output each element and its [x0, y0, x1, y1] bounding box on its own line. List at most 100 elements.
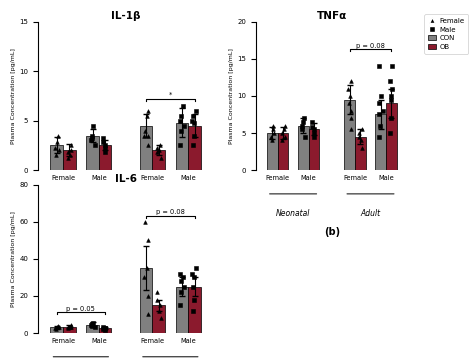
Point — [64, 155, 72, 161]
Bar — [267, 133, 278, 170]
Point — [386, 130, 394, 136]
Point — [178, 289, 185, 295]
Point — [379, 108, 386, 114]
Point — [310, 130, 318, 136]
Point — [64, 324, 72, 329]
Point — [181, 123, 188, 129]
Point — [190, 132, 198, 138]
Point — [357, 138, 365, 143]
Point — [51, 325, 59, 331]
Point — [141, 274, 148, 280]
Point — [278, 138, 286, 143]
Text: (b): (b) — [324, 227, 340, 236]
Bar — [140, 126, 153, 170]
Point — [176, 271, 184, 277]
Point — [153, 146, 160, 151]
Point — [88, 321, 96, 327]
Point — [387, 97, 394, 102]
Point — [157, 315, 164, 321]
Point — [375, 111, 383, 117]
Point — [190, 120, 198, 126]
Bar — [99, 146, 111, 170]
Point — [87, 322, 95, 328]
Point — [310, 134, 318, 140]
Bar — [309, 129, 319, 170]
Text: p = 0.05: p = 0.05 — [66, 306, 95, 312]
Point — [344, 86, 352, 92]
Bar — [140, 268, 153, 333]
Point — [141, 219, 149, 224]
Bar — [86, 135, 99, 170]
Text: Adult: Adult — [160, 209, 181, 218]
Point — [355, 130, 363, 136]
Point — [100, 143, 108, 148]
Point — [55, 147, 63, 153]
Point — [143, 113, 150, 119]
Point — [101, 327, 109, 333]
Point — [281, 134, 289, 140]
Point — [141, 128, 149, 134]
Point — [143, 265, 150, 271]
Point — [55, 325, 63, 331]
Point — [54, 139, 61, 145]
Point — [145, 237, 152, 243]
Point — [88, 132, 95, 138]
Point — [345, 100, 353, 106]
Point — [347, 78, 355, 84]
Point — [190, 274, 198, 280]
Text: Neonatal: Neonatal — [276, 209, 310, 218]
Bar — [63, 150, 75, 170]
Point — [376, 123, 384, 129]
Point — [190, 297, 198, 303]
Title: TNFα: TNFα — [317, 11, 347, 21]
Point — [145, 143, 152, 148]
Point — [309, 124, 316, 130]
Point — [99, 325, 107, 331]
Point — [90, 123, 97, 129]
Text: (a): (a) — [118, 227, 133, 236]
Bar — [86, 325, 99, 333]
Point — [347, 115, 355, 121]
Point — [52, 152, 60, 158]
Bar — [153, 305, 165, 333]
Bar — [188, 126, 201, 170]
Point — [355, 134, 363, 140]
Point — [181, 284, 188, 290]
Point — [177, 278, 184, 284]
Y-axis label: Plasma Concentration [pg/mL]: Plasma Concentration [pg/mL] — [11, 48, 17, 144]
Point — [178, 128, 185, 134]
Point — [301, 134, 309, 140]
Bar — [63, 327, 75, 333]
Point — [358, 145, 366, 151]
Point — [176, 118, 184, 123]
Point — [64, 150, 72, 155]
Point — [153, 150, 161, 155]
Title: IL-1β: IL-1β — [111, 11, 140, 21]
Point — [88, 323, 95, 329]
Bar — [176, 123, 188, 170]
Bar — [278, 133, 289, 170]
Point — [346, 93, 354, 99]
Point — [91, 325, 99, 331]
Point — [267, 134, 274, 140]
Point — [387, 93, 394, 99]
Point — [145, 108, 152, 114]
Point — [99, 136, 107, 142]
Point — [153, 289, 160, 295]
Bar — [99, 328, 111, 333]
Point — [101, 146, 109, 151]
Bar — [375, 114, 386, 170]
Point — [300, 115, 308, 121]
Point — [157, 155, 164, 161]
Bar — [355, 137, 366, 170]
Point — [189, 271, 196, 277]
Point — [192, 108, 200, 114]
Text: p = 0.08: p = 0.08 — [156, 209, 185, 215]
Point — [388, 63, 396, 69]
Bar — [153, 150, 165, 170]
Point — [376, 100, 383, 106]
Point — [310, 126, 318, 132]
Point — [179, 103, 186, 109]
Point — [176, 143, 183, 148]
Point — [100, 139, 107, 145]
